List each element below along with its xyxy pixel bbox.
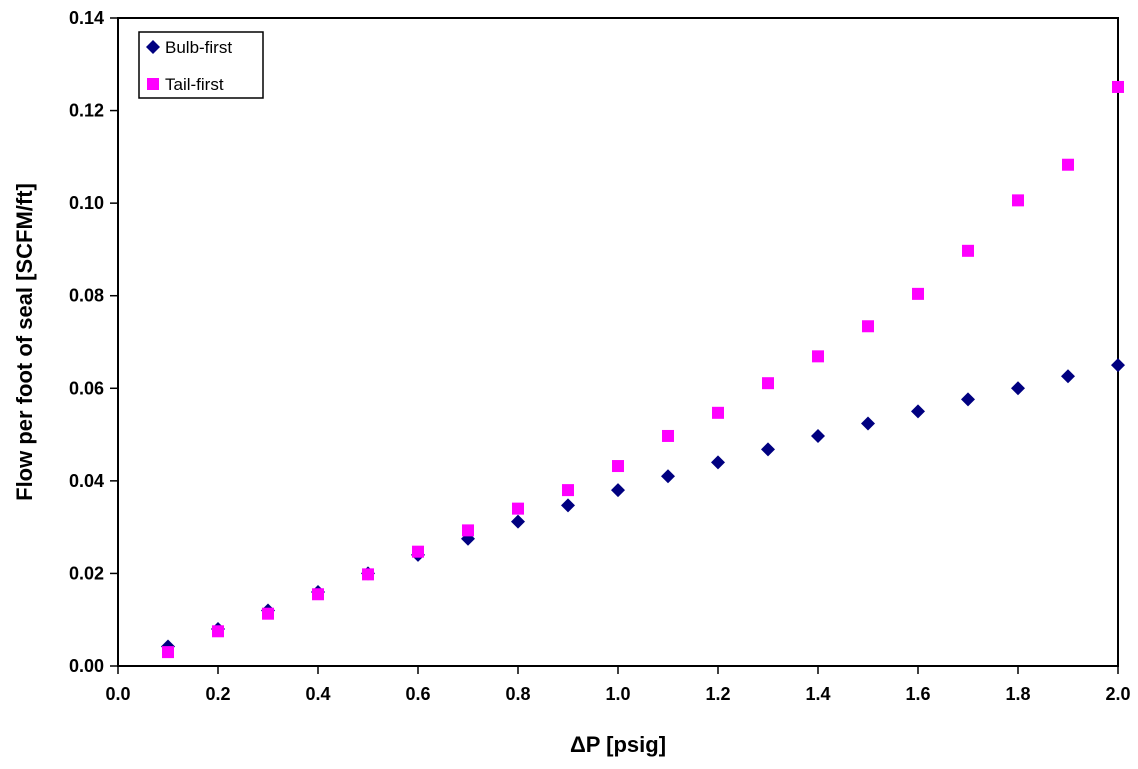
bulb-first-point	[911, 404, 925, 419]
tail-first-point	[762, 377, 774, 390]
tail-first-point	[1112, 80, 1124, 93]
bulb-first-point	[811, 428, 825, 443]
x-tick-label: 0.0	[105, 684, 130, 704]
legend-label-bulb-first: Bulb-first	[165, 38, 232, 57]
y-tick-label: 0.14	[69, 8, 104, 28]
y-axis: 0.00 0.02 0.04 0.06 0.08 0.10 0.12 0.14	[69, 8, 118, 676]
y-tick-label: 0.10	[69, 193, 104, 213]
tail-first-point	[362, 568, 374, 581]
x-tick-label: 0.8	[505, 684, 530, 704]
bulb-first-point	[711, 455, 725, 470]
y-tick-label: 0.06	[69, 378, 104, 398]
tail-first-point	[712, 406, 724, 419]
tail-first-point	[962, 244, 974, 257]
tail-first-point	[262, 607, 274, 620]
tail-first-point	[512, 502, 524, 515]
bulb-first-point	[1011, 381, 1025, 396]
x-tick-label: 1.0	[605, 684, 630, 704]
bulb-first-point	[761, 442, 775, 457]
tail-first-point	[612, 460, 624, 473]
bulb-first-point	[661, 469, 675, 484]
y-tick-label: 0.00	[69, 656, 104, 676]
bulb-first-point	[1111, 358, 1125, 373]
y-tick-label: 0.04	[69, 471, 104, 491]
x-tick-label: 0.4	[305, 684, 330, 704]
tail-first-point	[812, 350, 824, 363]
tail-first-point	[662, 429, 674, 442]
x-axis: 0.0 0.2 0.4 0.6 0.8 1.0 1.2 1.4 1.6 1.8 2.0	[105, 666, 1131, 704]
legend-box	[138, 31, 264, 99]
x-tick-label: 0.2	[205, 684, 230, 704]
tail-first-point	[162, 646, 174, 659]
x-tick-label: 1.6	[905, 684, 930, 704]
tail-first-point	[212, 625, 224, 638]
tail-first-point	[562, 484, 574, 497]
bulb-first-point	[1061, 369, 1075, 384]
legend-marker-tail-first	[147, 78, 159, 90]
tail-first-point	[412, 545, 424, 558]
x-tick-label: 1.4	[805, 684, 830, 704]
y-tick-label: 0.02	[69, 563, 104, 583]
bulb-first-point	[611, 483, 625, 498]
x-tick-label: 0.6	[405, 684, 430, 704]
plot-area	[117, 17, 1119, 667]
y-axis-title: Flow per foot of seal [SCFM/ft]	[12, 183, 37, 501]
bulb-first-point	[511, 514, 525, 529]
x-tick-label: 1.2	[705, 684, 730, 704]
x-tick-label: 2.0	[1105, 684, 1130, 704]
legend: Bulb-first Tail-first	[138, 31, 264, 99]
y-tick-label: 0.12	[69, 101, 104, 121]
tail-first-point	[1062, 158, 1074, 171]
bulb-first-point	[961, 392, 975, 407]
legend-label-tail-first: Tail-first	[165, 75, 224, 94]
tail-first-point	[1012, 194, 1024, 207]
bulb-first-point	[561, 498, 575, 513]
tail-first-point	[462, 524, 474, 537]
tail-first-point	[312, 588, 324, 601]
y-tick-label: 0.08	[69, 286, 104, 306]
tail-first-point	[912, 287, 924, 300]
data-points	[161, 80, 1125, 659]
x-axis-title: ΔP [psig]	[570, 732, 666, 757]
bulb-first-point	[861, 416, 875, 431]
legend-marker-bulb-first	[146, 40, 160, 54]
x-tick-label: 1.8	[1005, 684, 1030, 704]
tail-first-point	[862, 320, 874, 333]
